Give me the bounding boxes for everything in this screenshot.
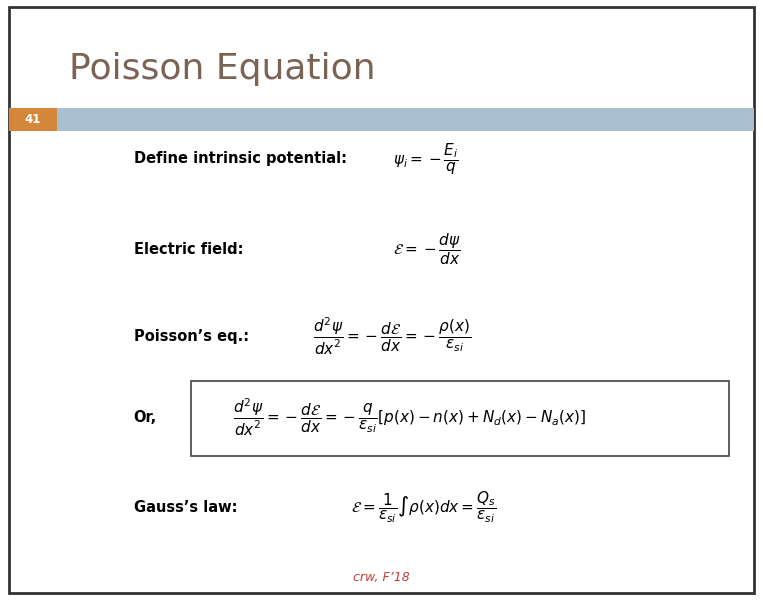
Bar	[9, 108, 754, 131]
Bar	[9, 108, 57, 131]
Text: $\psi_i = -\dfrac{E_i}{q}$: $\psi_i = -\dfrac{E_i}{q}$	[393, 141, 459, 177]
Text: crw, F’18: crw, F’18	[353, 571, 410, 584]
Text: $\dfrac{d^2\psi}{dx^2} = -\dfrac{d\mathcal{E}}{dx} = -\dfrac{q}{\varepsilon_{si}: $\dfrac{d^2\psi}{dx^2} = -\dfrac{d\mathc…	[233, 397, 586, 437]
Text: Gauss’s law:: Gauss’s law:	[134, 499, 237, 514]
Text: $\mathcal{E} = \dfrac{1}{\varepsilon_{si}}\int \rho(x)dx = \dfrac{Q_s}{\varepsil: $\mathcal{E} = \dfrac{1}{\varepsilon_{si…	[351, 490, 497, 524]
Text: Poisson Equation: Poisson Equation	[69, 52, 375, 86]
Text: $\mathcal{E} = -\dfrac{d\psi}{dx}$: $\mathcal{E} = -\dfrac{d\psi}{dx}$	[393, 231, 461, 267]
Text: $\dfrac{d^2\psi}{dx^2} = -\dfrac{d\mathcal{E}}{dx} = -\dfrac{\rho(x)}{\varepsilo: $\dfrac{d^2\psi}{dx^2} = -\dfrac{d\mathc…	[313, 316, 471, 356]
Text: Electric field:: Electric field:	[134, 241, 243, 257]
Text: Define intrinsic potential:: Define intrinsic potential:	[134, 151, 346, 166]
Text: Or,: Or,	[134, 409, 156, 425]
Text: Poisson’s eq.:: Poisson’s eq.:	[134, 329, 249, 343]
Text: 41: 41	[24, 113, 41, 126]
